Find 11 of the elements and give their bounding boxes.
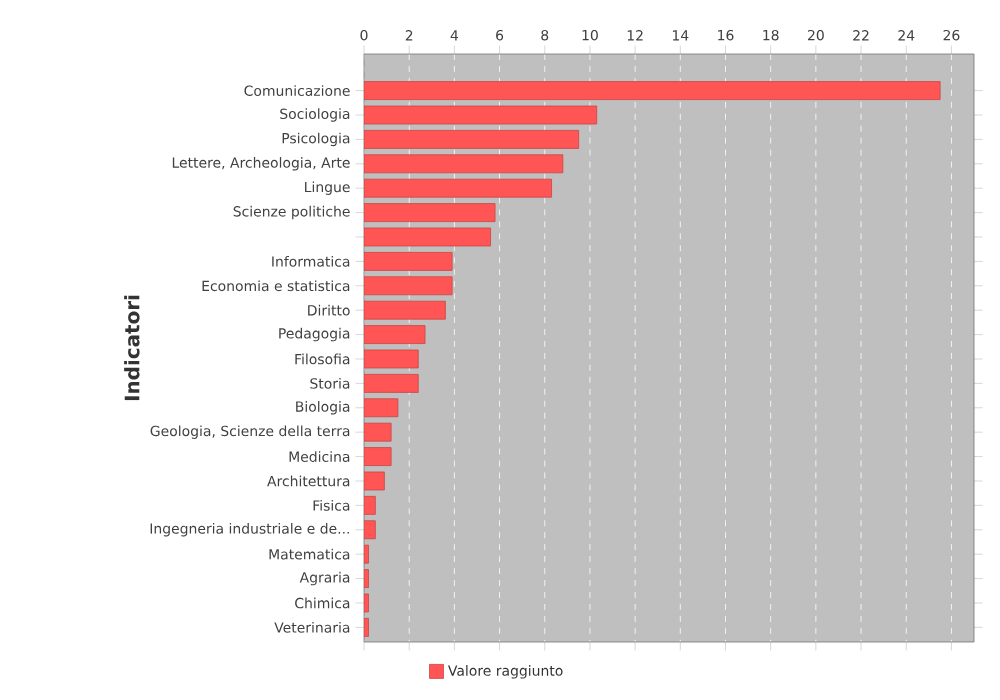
bar <box>364 130 580 149</box>
bar <box>364 373 419 393</box>
bar <box>364 325 426 344</box>
bar <box>364 81 941 100</box>
bar <box>364 178 552 198</box>
bar <box>364 251 453 271</box>
bar <box>364 276 453 296</box>
y-axis-title: Indicatori <box>124 295 140 401</box>
bar <box>364 154 564 174</box>
bar <box>364 203 496 222</box>
bar <box>364 300 446 320</box>
